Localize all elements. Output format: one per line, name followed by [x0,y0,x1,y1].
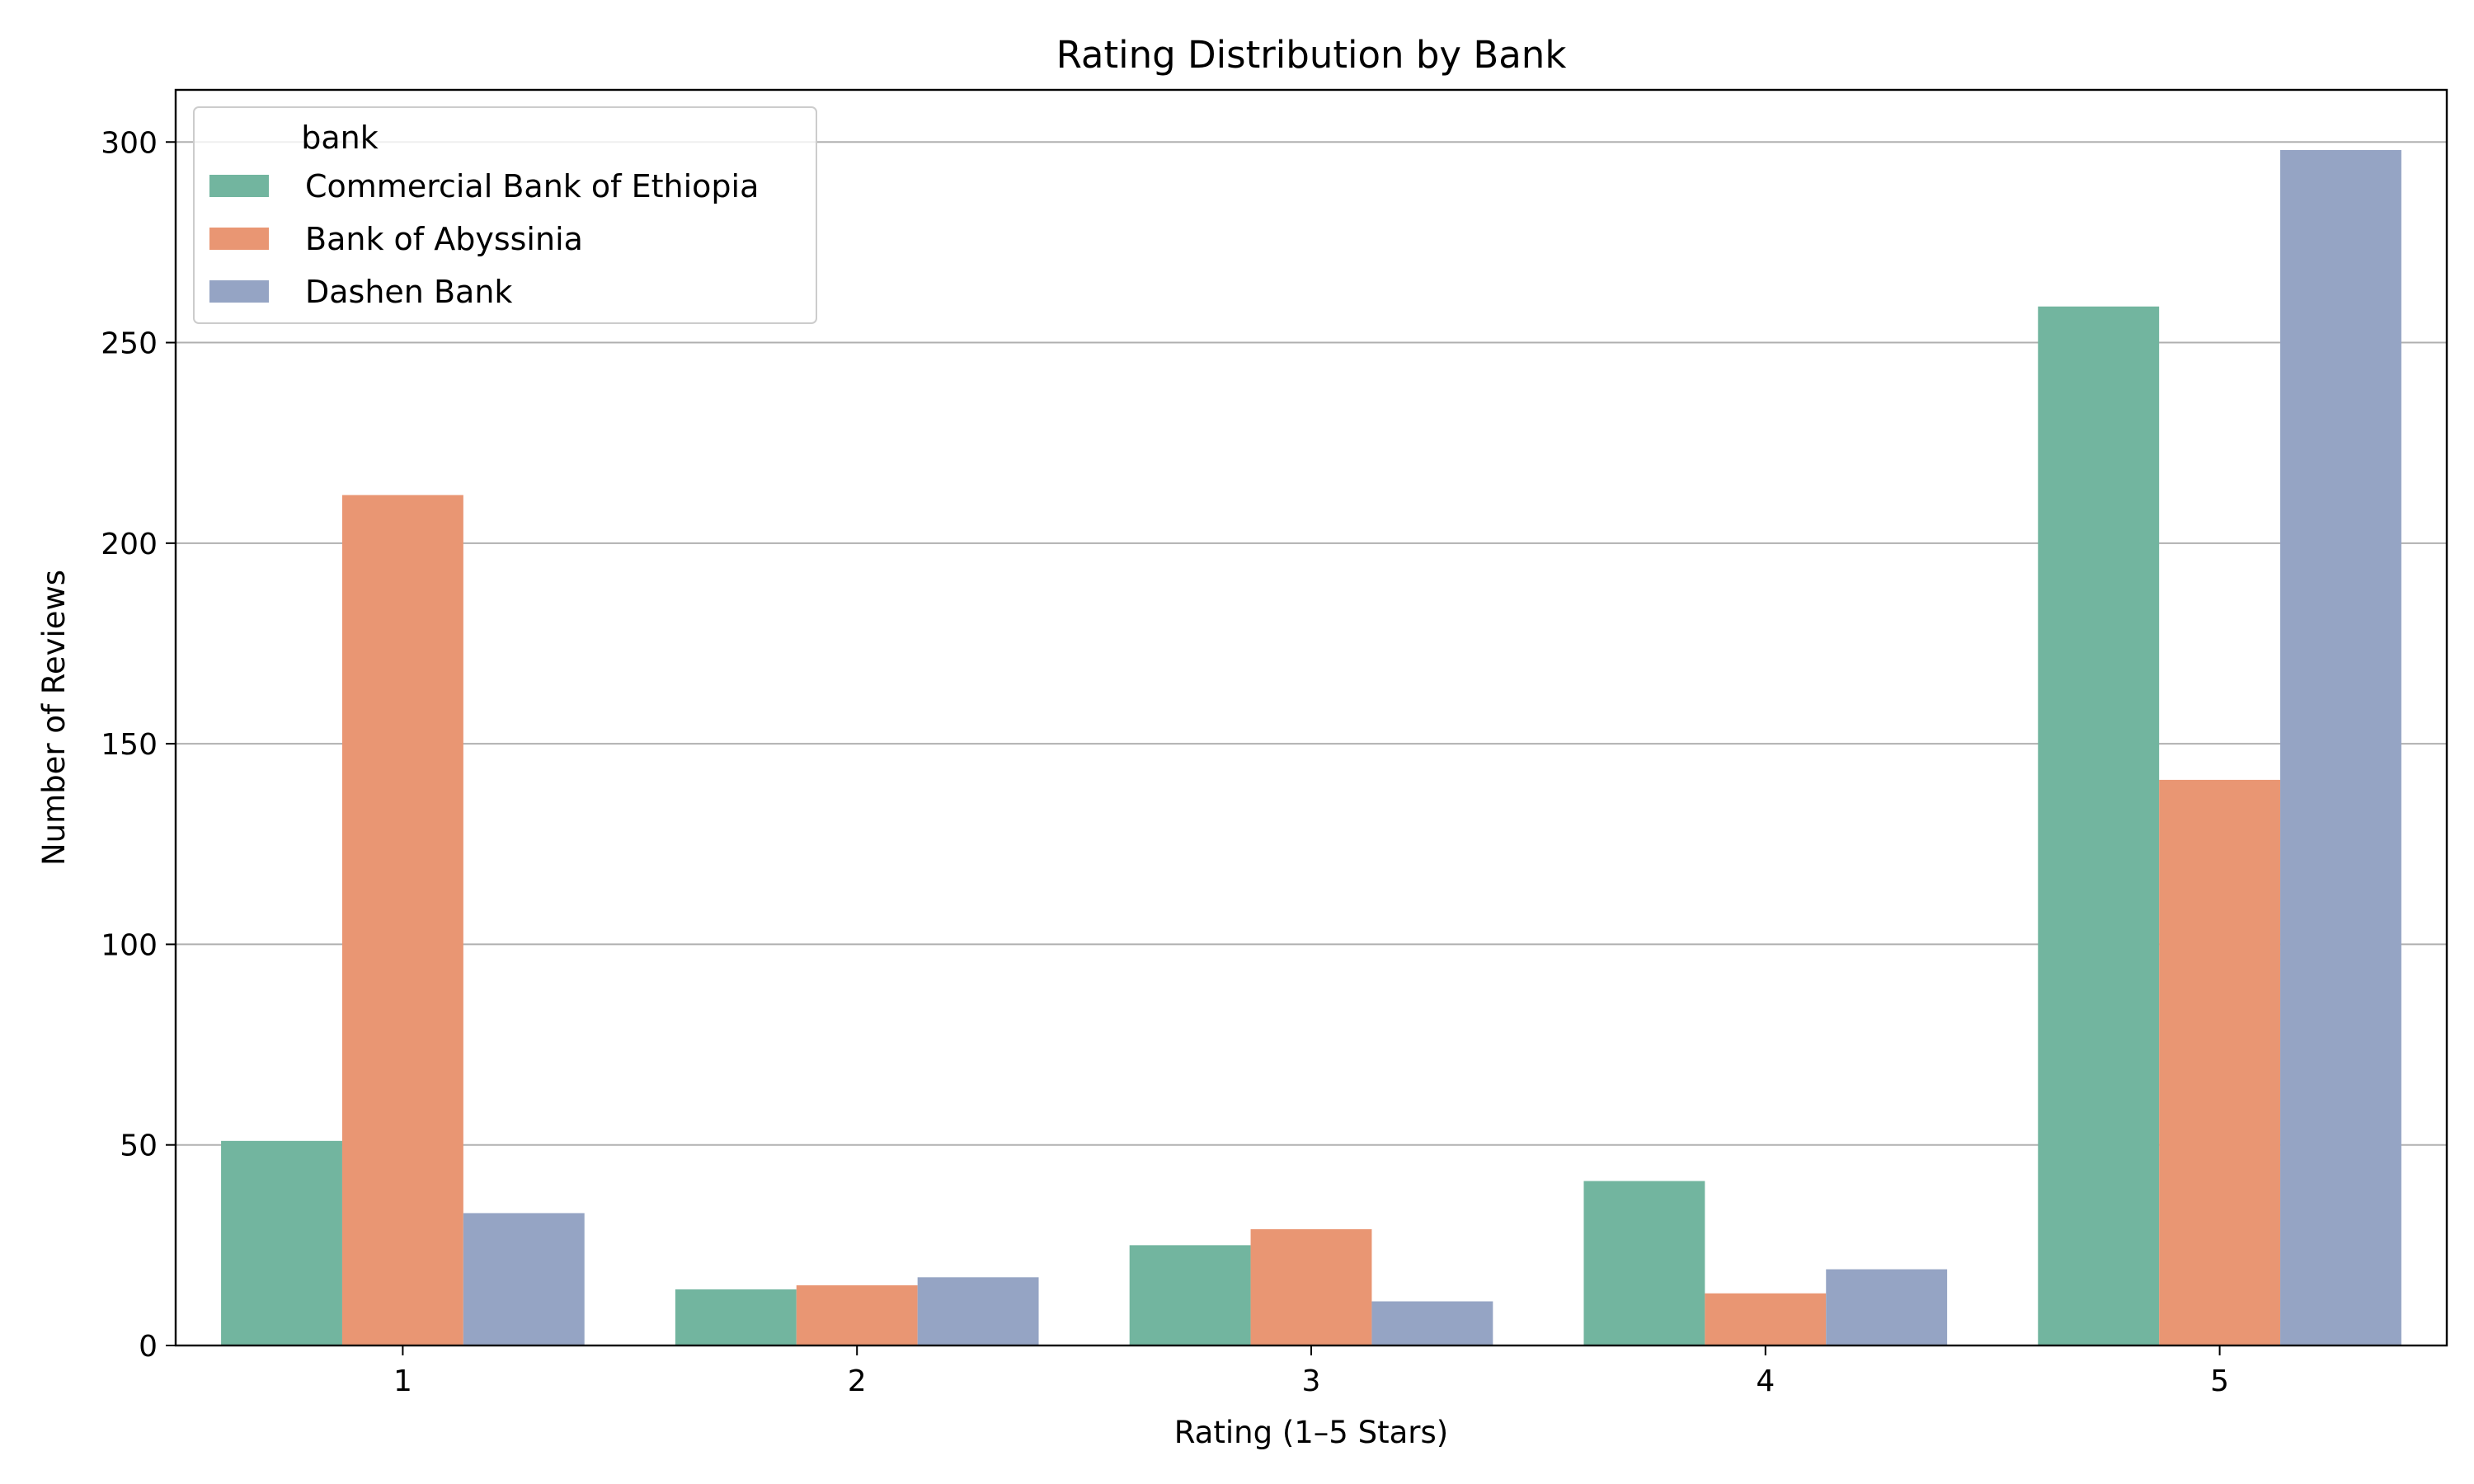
legend-swatch [209,175,269,197]
y-tick-label: 150 [101,728,158,762]
y-tick-label: 0 [139,1330,158,1364]
x-axis-label: Rating (1–5 Stars) [1174,1415,1448,1450]
legend-swatch [209,280,269,303]
bar [2280,149,2401,1346]
legend-box [193,106,817,324]
legend: bank Commercial Bank of Ethiopia Bank of … [193,106,817,324]
y-axis-ticks: 0 50 100 150 200 250 300 [101,126,176,1364]
x-tick-label: 2 [848,1364,867,1398]
bar [1250,1228,1372,1345]
bars [221,149,2401,1346]
y-tick-label: 100 [101,928,158,962]
bar [917,1277,1039,1345]
y-tick-label: 300 [101,126,158,160]
bar [796,1285,918,1345]
y-tick-label: 250 [101,327,158,361]
bar [463,1213,585,1345]
legend-swatch [209,228,269,250]
bar [1371,1301,1493,1345]
bar [2159,779,2281,1345]
chart-title: Rating Distribution by Bank [1056,33,1567,77]
x-tick-label: 3 [1302,1364,1321,1398]
bar [1583,1181,1705,1345]
bar [1826,1269,1948,1345]
x-tick-label: 5 [2210,1364,2229,1398]
legend-items: Commercial Bank of Ethiopia Bank of Abyss… [209,168,759,310]
bar [675,1289,797,1345]
bar [2038,306,2160,1345]
legend-title: bank [301,120,379,156]
y-tick-label: 50 [120,1129,158,1163]
x-axis-ticks: 1 2 3 4 5 [393,1345,2229,1398]
legend-label: Bank of Abyssinia [305,221,583,257]
x-tick-label: 1 [393,1364,412,1398]
bar [341,495,463,1345]
bar [1129,1245,1251,1345]
y-axis-label: Number of Reviews [36,570,72,866]
x-tick-label: 4 [1756,1364,1775,1398]
legend-label: Commercial Bank of Ethiopia [305,168,759,204]
y-tick-label: 200 [101,528,158,561]
bar [1705,1293,1827,1345]
bar [221,1140,342,1345]
legend-label: Dashen Bank [305,274,512,310]
